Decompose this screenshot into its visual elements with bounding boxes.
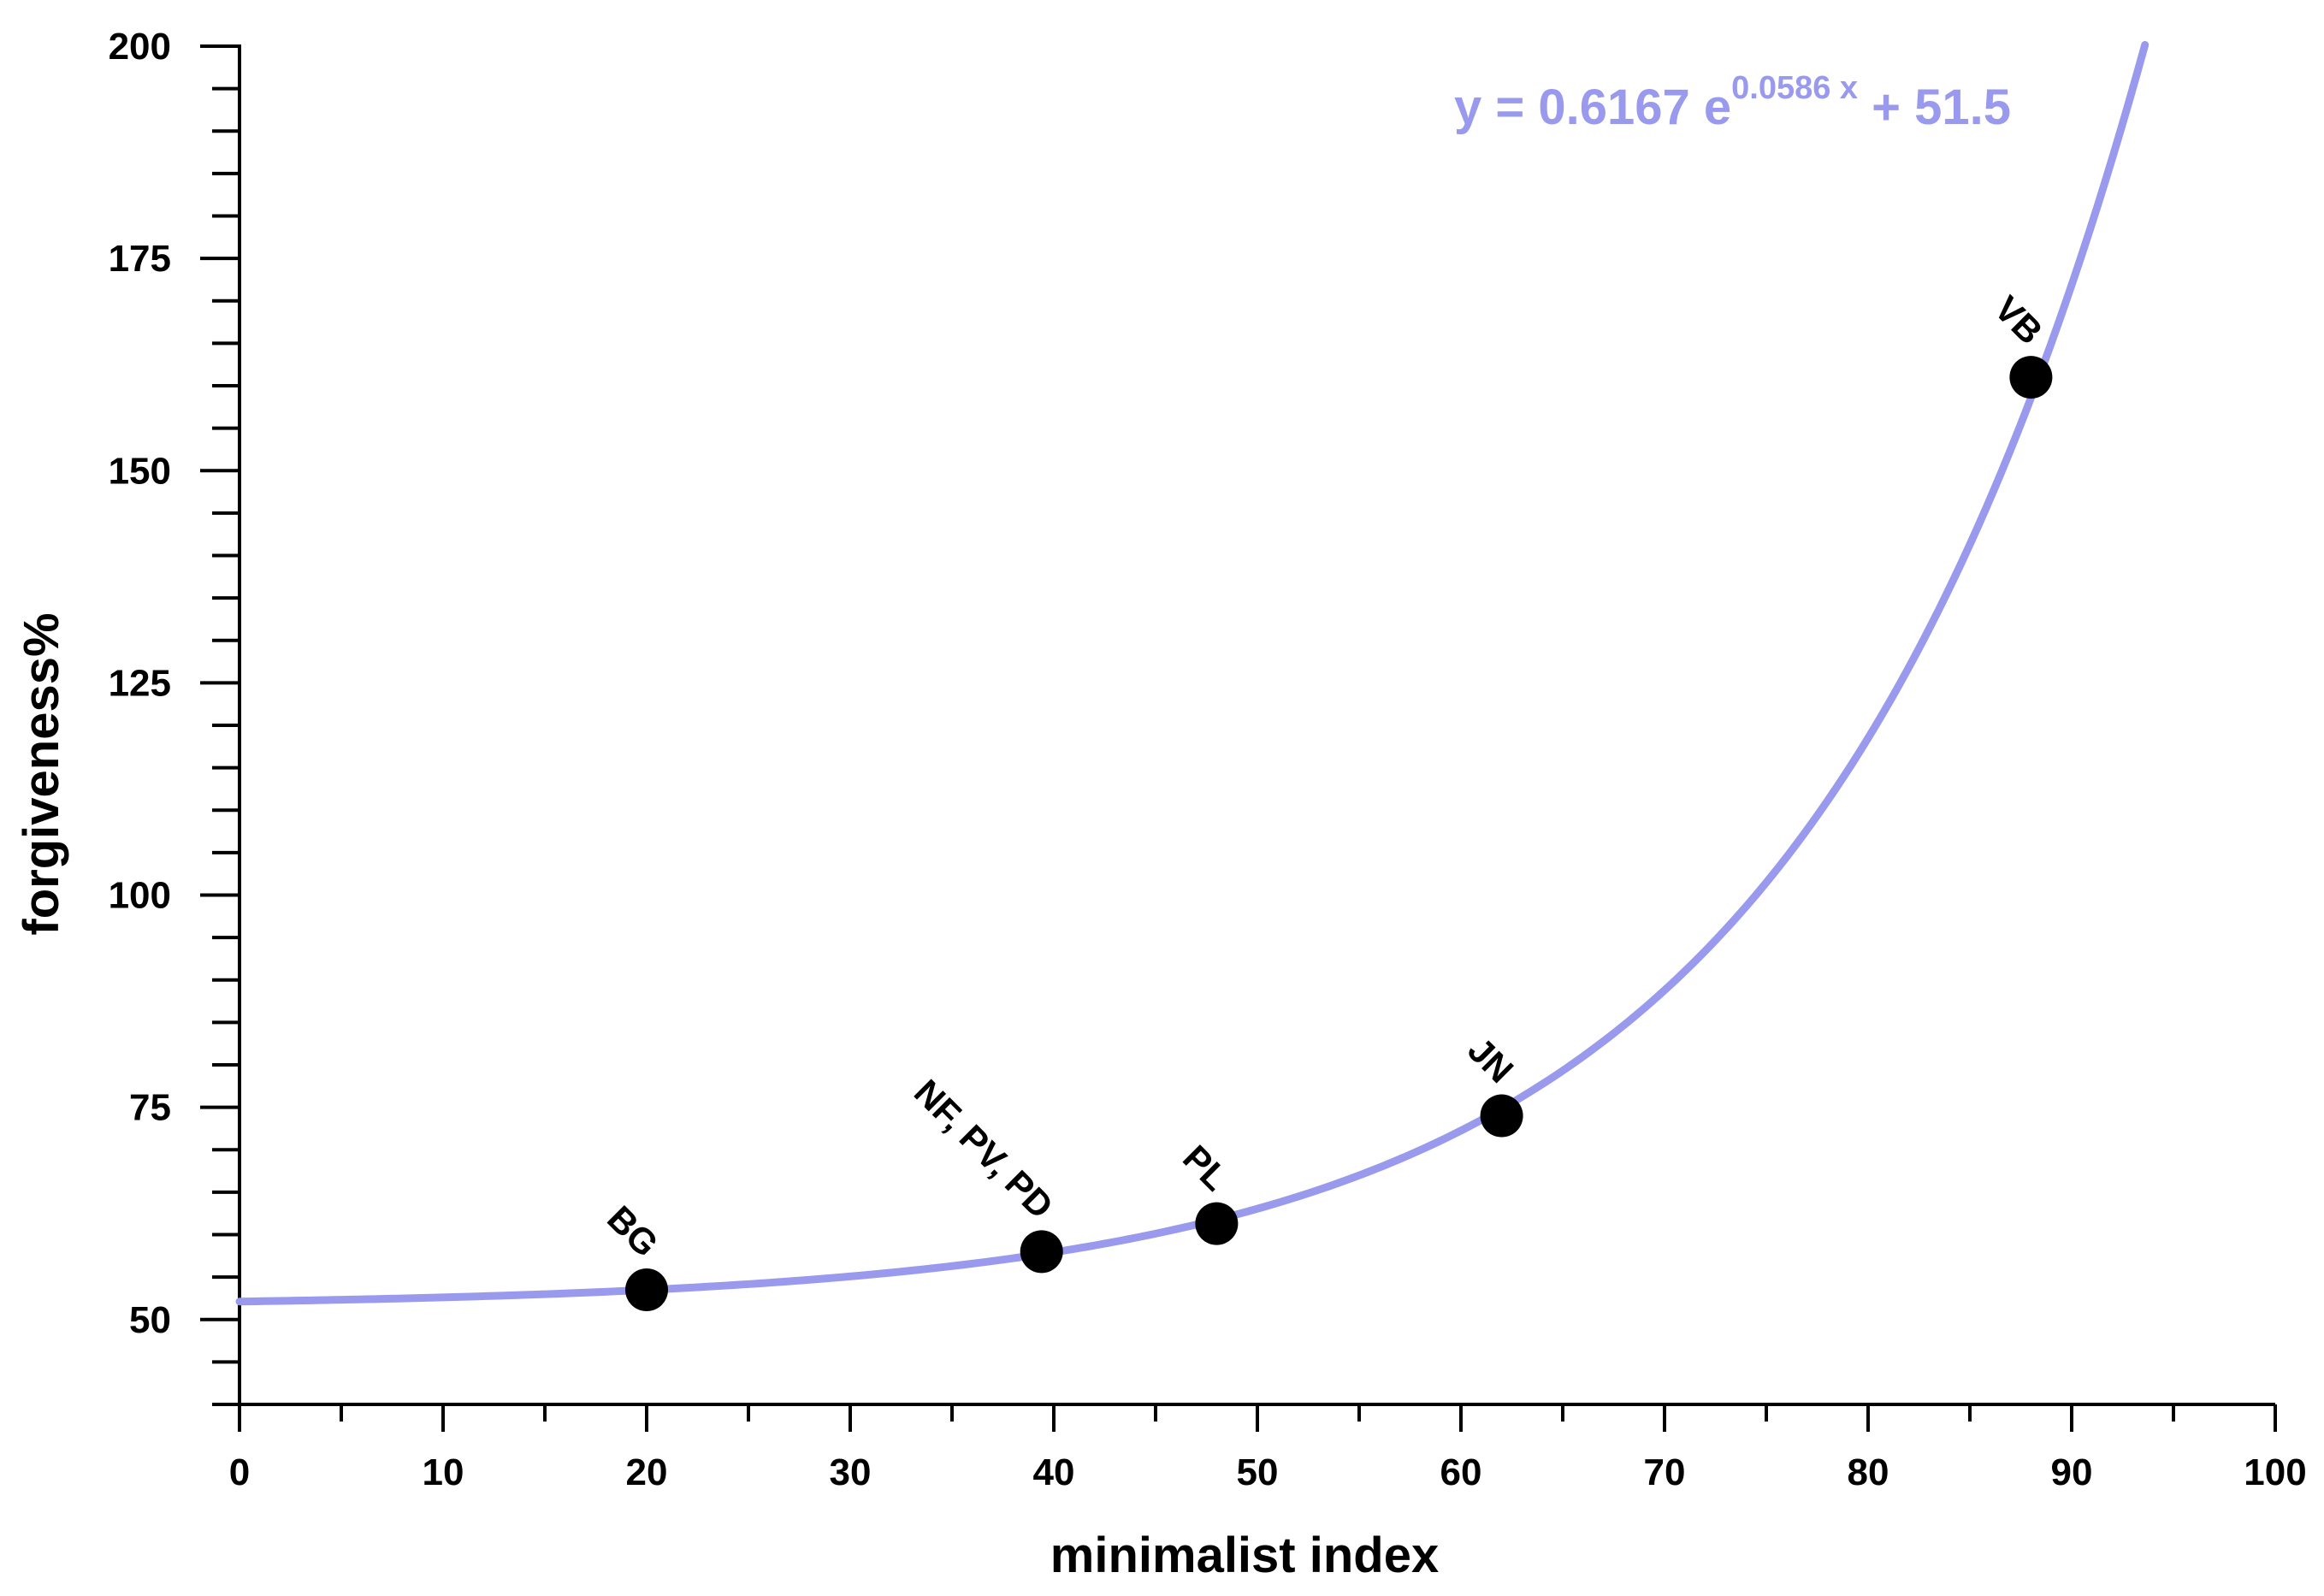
fit-equation-suffix: + 51.5 <box>1858 80 2011 135</box>
data-point <box>1020 1230 1063 1274</box>
y-axis-title: forgiveness% <box>14 612 69 935</box>
y-tick-label: 50 <box>129 1299 171 1341</box>
x-tick-label: 100 <box>2244 1451 2306 1493</box>
data-points: BG NF, PV, PD PL JN VB <box>600 288 2053 1312</box>
y-tick-label: 100 <box>109 875 171 917</box>
y-tick-label: 75 <box>129 1087 171 1129</box>
point-label: NF, PV, PD <box>907 1072 1061 1227</box>
x-tick-label: 50 <box>1237 1451 1279 1493</box>
x-tick-label: 60 <box>1440 1451 1482 1493</box>
x-tick-label: 30 <box>830 1451 872 1493</box>
x-tick-label: 40 <box>1033 1451 1075 1493</box>
x-tick-label: 70 <box>1644 1451 1686 1493</box>
data-point <box>1480 1094 1523 1138</box>
point-label: JN <box>1460 1030 1521 1091</box>
fit-equation-exponent: 0.0586 x <box>1731 70 1858 106</box>
data-point <box>2009 356 2053 399</box>
data-point <box>1195 1202 1239 1245</box>
y-tick-label: 150 <box>109 450 171 492</box>
data-point <box>625 1268 668 1312</box>
y-tick-label: 125 <box>109 662 171 704</box>
fit-curve <box>235 41 2150 1306</box>
x-tick-label: 10 <box>423 1451 464 1493</box>
x-tick-label: 20 <box>626 1451 668 1493</box>
x-axis-title: minimalist index <box>1050 1528 1439 1583</box>
point-label: BG <box>600 1198 666 1265</box>
y-tick-label: 200 <box>109 26 171 68</box>
y-tick-label: 175 <box>109 238 171 280</box>
x-tick-label: 80 <box>1848 1451 1889 1493</box>
x-tick-label: 0 <box>229 1451 250 1493</box>
fit-equation-prefix: y = 0.6167 e <box>1454 80 1731 135</box>
axes <box>238 44 2275 1406</box>
point-label: VB <box>1987 288 2051 352</box>
ticks: 0 10 20 30 40 50 60 70 80 90 100 50 75 100 125 150 175 20… <box>109 26 2307 1493</box>
point-label: PL <box>1175 1138 1236 1198</box>
x-tick-label: 90 <box>2051 1451 2093 1493</box>
fit-equation: y = 0.6167 e0.0586 x + 51.5 <box>1454 70 2011 135</box>
